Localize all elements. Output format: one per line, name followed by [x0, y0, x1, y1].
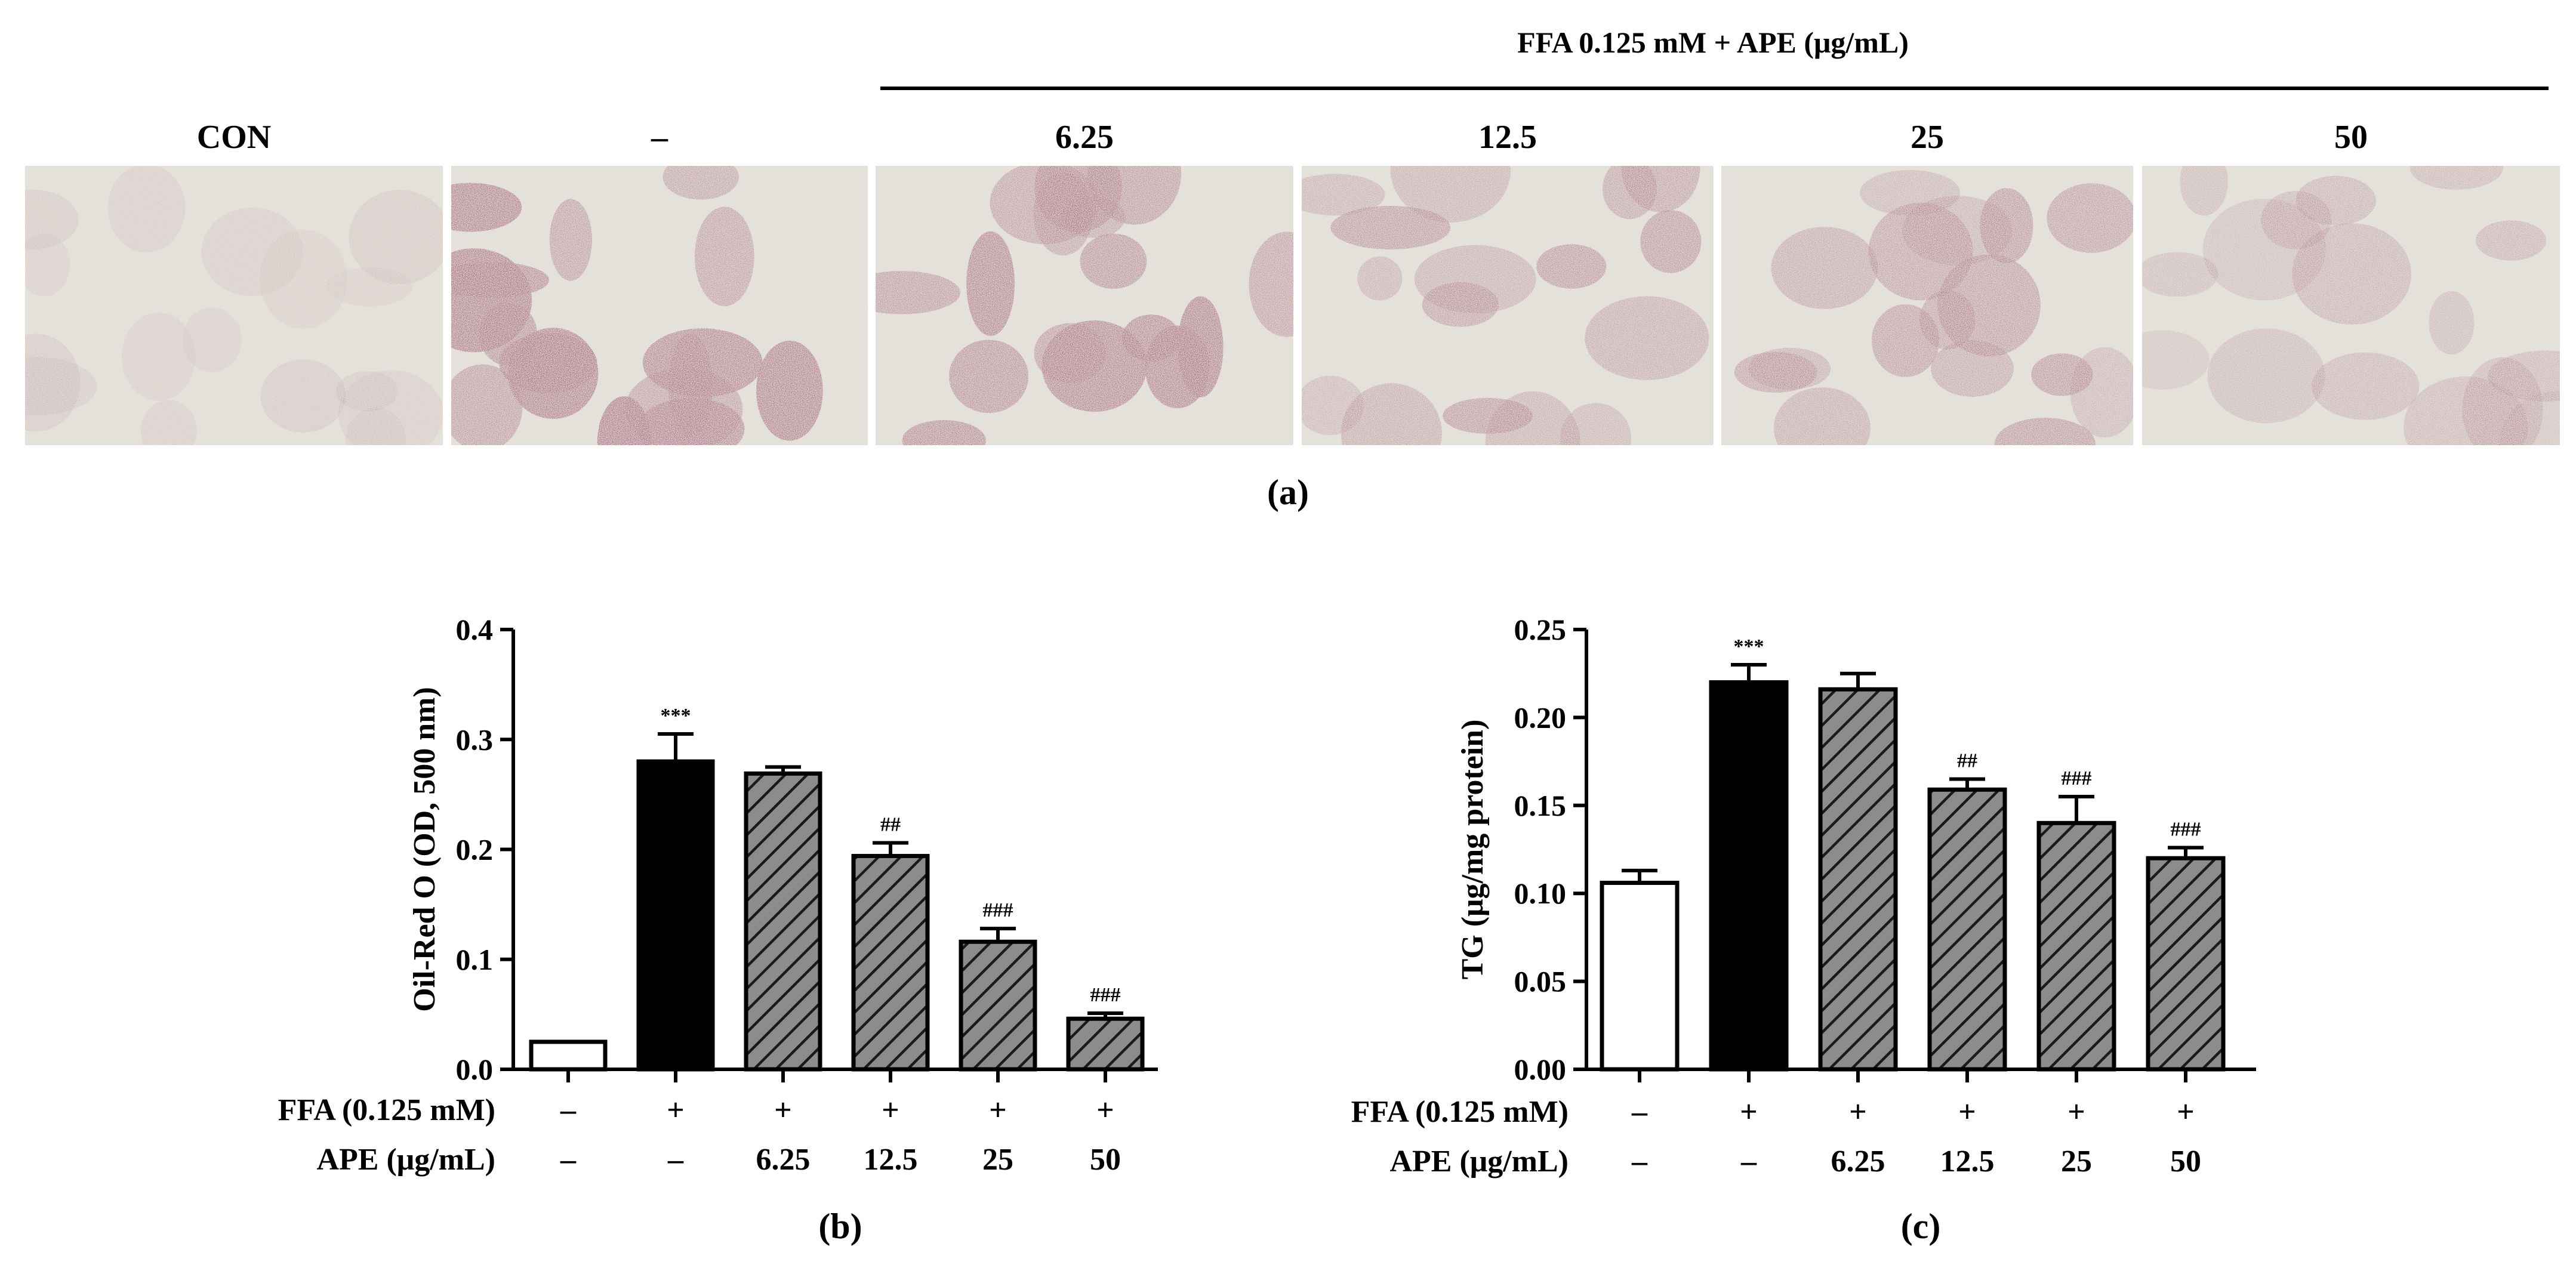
y-tick-label: 0.05 — [1514, 965, 1567, 998]
micrograph-label: 25 — [1911, 119, 1944, 156]
ffa-row-value: + — [1958, 1095, 1976, 1129]
micrograph-label: 12.5 — [1478, 119, 1537, 156]
ffa-row-label: FFA (0.125 mM) — [278, 1093, 495, 1127]
ffa-row-value: – — [560, 1093, 577, 1127]
ape-row-value: – — [560, 1143, 577, 1177]
cell-clusters — [1302, 166, 1709, 445]
ape-row-label: APE (μg/mL) — [1389, 1144, 1569, 1179]
micrograph-label: 6.25 — [1055, 119, 1114, 156]
ffa-row-value: + — [774, 1093, 792, 1127]
tg-chart: 0.00 0.05 0.10 0.15 0.20 0.25 TG (μg/mg protei… — [1351, 613, 2256, 1246]
y-axis-label: Oil-Red O (OD, 500 nm) — [408, 687, 442, 1012]
ffa-row-value: + — [1740, 1095, 1758, 1129]
y-tick-label: 0.00 — [1514, 1053, 1567, 1086]
ape-row-value: 6.25 — [1831, 1144, 1885, 1179]
y-tick-label: 0.3 — [456, 723, 494, 756]
ape-row-value: 50 — [1090, 1143, 1121, 1177]
ape-row-value: – — [667, 1143, 684, 1177]
cell-clusters — [451, 166, 823, 445]
significance-mark: ## — [880, 813, 901, 835]
ape-row-value: 25 — [2061, 1144, 2092, 1179]
cell-clusters — [25, 166, 443, 445]
bar — [1709, 680, 1789, 1072]
ape-row-value: 12.5 — [1940, 1144, 1995, 1179]
y-tick-label: 0.4 — [456, 613, 494, 646]
micrograph: – — [451, 119, 868, 445]
significance-mark: ### — [1090, 984, 1121, 1006]
panel-a-caption: (a) — [1267, 473, 1309, 512]
ape-row-value: 6.25 — [756, 1143, 811, 1177]
micrograph: 50 — [2142, 119, 2560, 445]
cell-clusters — [876, 166, 1293, 445]
oil-red-o-chart: 0.0 0.1 0.2 0.3 0.4 Oil-Red O (OD, 500 nm) – – *… — [278, 613, 1158, 1246]
chart-caption: (b) — [818, 1207, 862, 1246]
significance-mark: *** — [1734, 636, 1764, 658]
chart-caption: (c) — [1901, 1207, 1941, 1246]
ffa-row-value: + — [2067, 1095, 2085, 1129]
y-tick-label: 0.25 — [1514, 613, 1567, 646]
ffa-row-value: + — [1096, 1093, 1114, 1127]
bar — [1066, 1016, 1145, 1072]
micrograph: 12.5 — [1302, 119, 1714, 445]
ape-row-value: 25 — [982, 1143, 1013, 1177]
ape-row-value: 12.5 — [864, 1143, 918, 1177]
bar — [529, 1039, 608, 1072]
micrograph-row: CON – 6.25 12.5 25 50 — [25, 119, 2560, 445]
ffa-row-value: + — [667, 1093, 685, 1127]
y-tick-label: 0.1 — [456, 943, 494, 976]
treatment-header: FFA 0.125 mM + APE (μg/mL) — [1517, 26, 1909, 59]
ffa-row-value: + — [2177, 1095, 2195, 1129]
ape-row-value: 50 — [2170, 1144, 2201, 1179]
ape-row-value: – — [1631, 1144, 1648, 1179]
cell-clusters — [1734, 169, 2133, 445]
micrograph-panel: FFA 0.125 mM + APE (μg/mL) CON – 6.25 12.5 2… — [25, 26, 2560, 512]
ape-row-label: APE (μg/mL) — [316, 1143, 495, 1177]
significance-mark: ### — [983, 899, 1013, 921]
bar — [959, 939, 1037, 1072]
ffa-row-value: + — [989, 1093, 1007, 1127]
bar — [2146, 856, 2226, 1072]
bar — [2036, 820, 2116, 1072]
significance-mark: *** — [661, 705, 691, 727]
y-tick-label: 0.10 — [1514, 877, 1567, 910]
y-tick-label: 0.20 — [1514, 701, 1567, 734]
ffa-row-label: FFA (0.125 mM) — [1351, 1095, 1569, 1129]
micrograph: 6.25 — [876, 119, 1293, 445]
bar — [1600, 881, 1680, 1072]
y-tick-label: 0.15 — [1514, 789, 1567, 822]
significance-mark: ## — [1957, 750, 1977, 772]
micrograph: CON — [25, 119, 443, 445]
y-axis-label: TG (μg/mg protein) — [1456, 720, 1490, 980]
y-tick-label: 0.2 — [456, 833, 494, 866]
significance-mark: ### — [2171, 819, 2201, 841]
bar — [1818, 687, 1898, 1072]
bar — [744, 771, 822, 1072]
micrograph-label: CON — [197, 119, 271, 156]
bar — [636, 759, 715, 1072]
bar — [851, 854, 930, 1072]
bar — [1927, 787, 2007, 1072]
ffa-row-value: + — [882, 1093, 899, 1127]
ffa-row-value: – — [1631, 1095, 1648, 1129]
micrograph-label: 50 — [2334, 119, 2368, 156]
ffa-row-value: + — [1849, 1095, 1867, 1129]
significance-mark: ### — [2062, 767, 2092, 789]
micrograph: 25 — [1721, 119, 2133, 445]
ape-row-value: – — [1740, 1144, 1757, 1179]
y-tick-label: 0.0 — [456, 1053, 494, 1086]
micrograph-label: – — [651, 119, 668, 156]
cell-clusters — [2142, 166, 2560, 445]
